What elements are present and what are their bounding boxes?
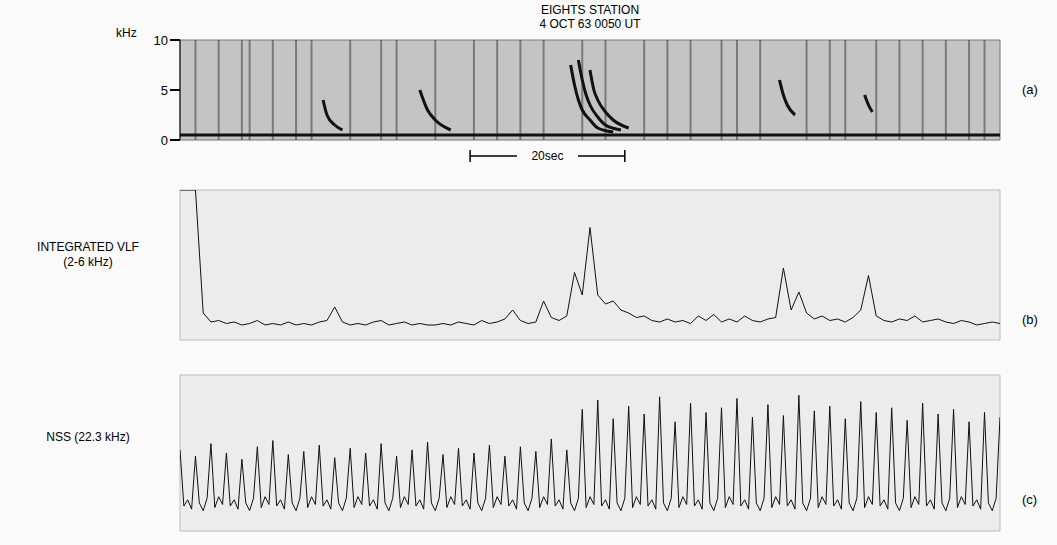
html-text:4 OCT 63 0050 UT: 4 OCT 63 0050 UT [539, 17, 641, 31]
html-text:NSS (22.3 kHz): NSS (22.3 kHz) [46, 430, 130, 444]
html-text:(b): (b) [1022, 312, 1038, 327]
svg-text:5: 5 [161, 83, 168, 98]
html-text:kHz: kHz [116, 26, 137, 40]
html-text:(2-6 kHz): (2-6 kHz) [63, 255, 113, 269]
svg-text:20sec: 20sec [531, 149, 563, 163]
svg-text:0: 0 [161, 133, 168, 148]
html-text:EIGHTS STATION: EIGHTS STATION [540, 3, 640, 17]
html-text:(c): (c) [1022, 492, 1038, 507]
svg-text:10: 10 [154, 33, 168, 48]
html-text:INTEGRATED VLF: INTEGRATED VLF [37, 240, 139, 254]
html-text:(a): (a) [1022, 82, 1038, 97]
